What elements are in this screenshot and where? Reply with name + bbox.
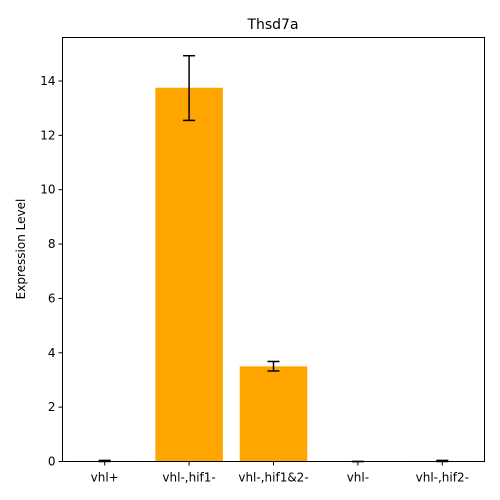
x-tick-label-3: vhl- [347, 471, 369, 485]
bar-1 [155, 87, 223, 462]
y-tick-label-4: 8 [48, 237, 56, 251]
x-tick-label-2: vhl-,hif1&2- [238, 471, 308, 485]
y-tick-label-7: 14 [40, 74, 55, 88]
x-axis: vhl+ vhl-,hif1- vhl-,hif1&2- vhl-vhl-,hif2- [91, 461, 469, 485]
y-tick-label-3: 6 [48, 291, 56, 305]
y-axis: 0 2 4 6 8 10 12 14 [40, 74, 63, 469]
bar-2 [239, 366, 308, 462]
y-axis-title: Expression Level [14, 199, 28, 300]
x-tick-label-1: vhl-,hif1- [162, 471, 215, 485]
y-tick-label-1: 2 [48, 400, 56, 414]
x-tick-label-4: vhl-,hif2- [416, 471, 469, 485]
chart-title: Thsd7a [246, 17, 298, 33]
y-tick-label-5: 10 [40, 183, 55, 197]
y-tick-label-6: 12 [40, 128, 55, 142]
x-tick-label-0: vhl+ [91, 471, 119, 485]
y-tick-label-0: 0 [48, 455, 56, 469]
bars-group [70, 87, 477, 462]
y-tick-label-2: 4 [48, 346, 56, 360]
